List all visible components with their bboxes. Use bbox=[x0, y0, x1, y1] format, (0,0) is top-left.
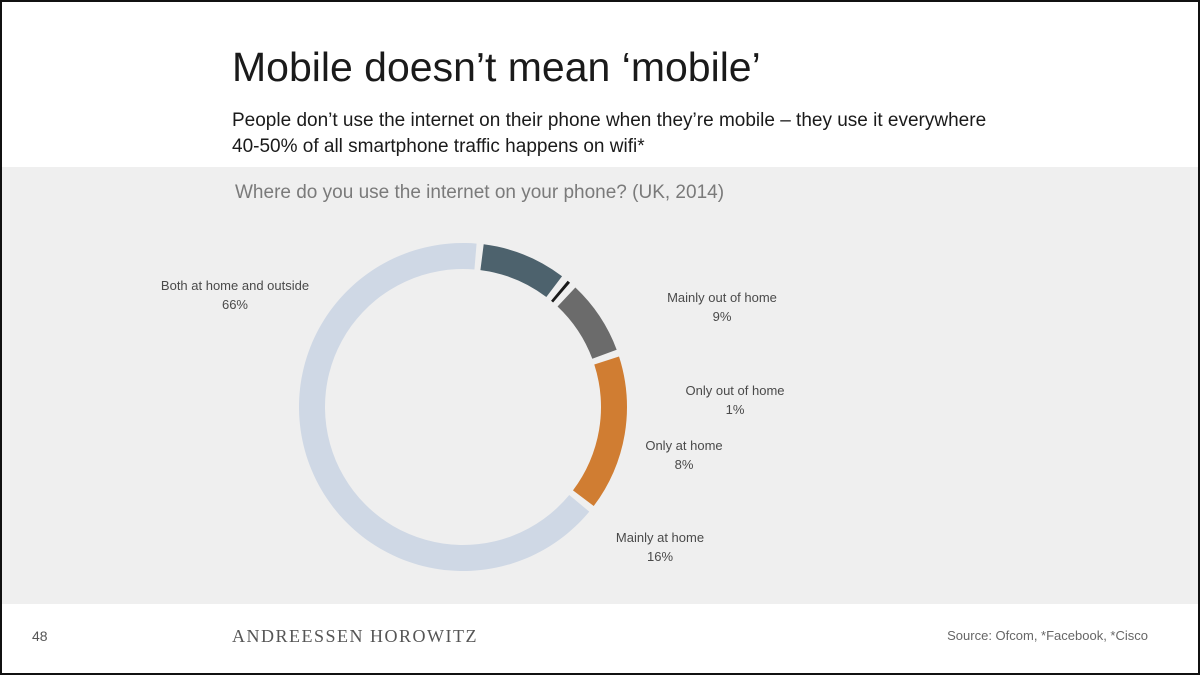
slice-label-only-at-home: Only at home 8% bbox=[645, 436, 722, 474]
slice-label-value: 66% bbox=[221, 297, 249, 312]
slice-label-mainly-at-home: Mainly at home 16% bbox=[616, 528, 704, 566]
slice-label-value: 1% bbox=[725, 402, 745, 417]
slice-mainly-at-home bbox=[572, 356, 627, 507]
slide-subtitle-line-1: People don’t use the internet on their p… bbox=[232, 110, 987, 131]
slide-title: Mobile doesn’t mean ‘mobile’ bbox=[232, 44, 761, 90]
slice-both-at-home-and-outside bbox=[299, 242, 590, 571]
slice-label-both-at-home-and-outside: Both at home and outside 66% bbox=[161, 276, 309, 314]
page-number: 48 bbox=[32, 628, 48, 644]
slice-label-value: 16% bbox=[646, 549, 674, 564]
slice-label-mainly-out-of-home: Mainly out of home 9% bbox=[667, 288, 777, 326]
slice-label-value: 9% bbox=[712, 309, 732, 324]
slice-label-name: Mainly at home bbox=[615, 530, 705, 545]
slice-label-name: Only out of home bbox=[685, 383, 785, 398]
chart-title: Where do you use the internet on your ph… bbox=[235, 182, 725, 203]
slide-subtitle-line-2: 40-50% of all smartphone traffic happens… bbox=[232, 136, 645, 157]
slice-only-at-home bbox=[557, 287, 617, 359]
slice-label-only-out-of-home: Only out of home 1% bbox=[686, 381, 785, 419]
source-note: Source: Ofcom, *Facebook, *Cisco bbox=[947, 628, 1148, 643]
slice-only-out-of-home bbox=[551, 280, 571, 303]
slice-label-value: 8% bbox=[674, 457, 694, 472]
slice-label-name: Only at home bbox=[645, 438, 723, 453]
slice-mainly-out-of-home bbox=[480, 244, 563, 298]
slice-label-name: Both at home and outside bbox=[160, 278, 310, 293]
slice-label-name: Mainly out of home bbox=[667, 290, 777, 305]
brand-logo: ANDREESSEN HOROWITZ bbox=[232, 626, 478, 646]
